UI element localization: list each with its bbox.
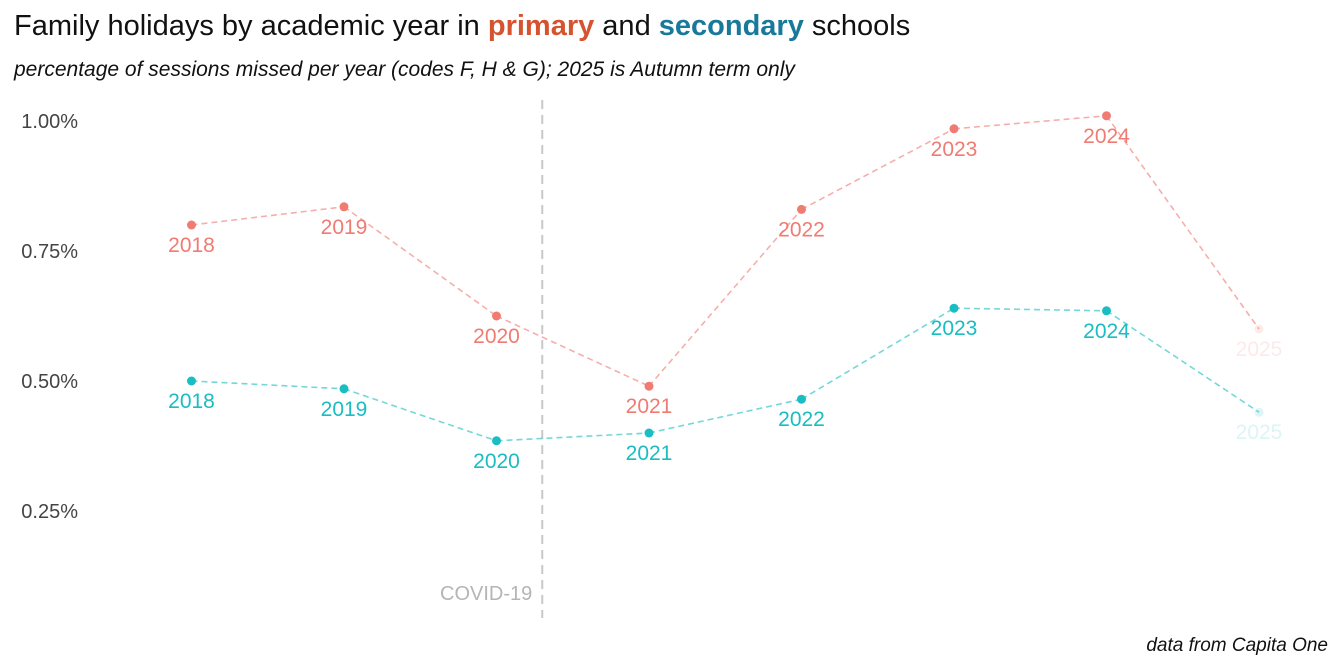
primary-point xyxy=(1254,324,1264,334)
title-middle: and xyxy=(594,10,659,42)
primary-point xyxy=(1102,111,1111,121)
primary-line-segment xyxy=(1105,115,1260,330)
secondary-data-label: 2018 xyxy=(168,390,215,413)
chart-subtitle: percentage of sessions missed per year (… xyxy=(14,58,795,81)
primary-data-label: 2024 xyxy=(1083,125,1130,148)
primary-data-label: 2018 xyxy=(168,234,215,257)
primary-line-segment xyxy=(648,208,803,387)
secondary-point xyxy=(949,303,959,313)
secondary-line-segment xyxy=(343,388,497,442)
y-tick-label: 0.75% xyxy=(21,241,78,263)
secondary-point xyxy=(1254,407,1264,417)
secondary-point xyxy=(339,384,349,394)
primary-data-label: 2021 xyxy=(626,395,673,418)
title-primary: primary xyxy=(487,10,595,42)
title-secondary: secondary xyxy=(658,10,804,42)
secondary-data-label: 2022 xyxy=(778,408,825,431)
secondary-data-label: 2021 xyxy=(626,442,673,465)
title-prefix: Family holidays by academic year in xyxy=(14,10,488,42)
y-tick-label: 0.50% xyxy=(21,371,78,393)
secondary-line-segment xyxy=(191,380,345,390)
secondary-data-label: 2019 xyxy=(321,398,368,421)
primary-point xyxy=(644,381,654,391)
secondary-point xyxy=(187,376,196,386)
primary-data-label: 2023 xyxy=(931,138,978,161)
covid-label: COVID-19 xyxy=(440,583,532,605)
primary-data-label: 2025 xyxy=(1236,338,1283,361)
primary-point xyxy=(492,311,501,321)
secondary-data-label: 2020 xyxy=(473,450,520,473)
primary-point xyxy=(339,202,349,212)
secondary-data-label: 2024 xyxy=(1083,320,1130,343)
y-tick-label: 1.00% xyxy=(21,111,78,133)
secondary-line-segment xyxy=(1106,310,1260,413)
primary-line-segment xyxy=(496,315,650,387)
secondary-line-segment xyxy=(496,432,650,442)
title-suffix: schools xyxy=(803,10,911,42)
y-tick-label: 0.25% xyxy=(21,501,78,523)
primary-data-label: 2022 xyxy=(778,218,825,241)
primary-data-label: 2020 xyxy=(473,325,520,348)
primary-point xyxy=(949,124,959,134)
secondary-point xyxy=(644,428,654,438)
primary-line-segment xyxy=(801,128,955,211)
primary-point xyxy=(797,204,806,214)
primary-line-segment xyxy=(953,115,1107,130)
primary-data-label: 2019 xyxy=(321,216,368,239)
secondary-point xyxy=(797,394,806,404)
primary-point xyxy=(187,220,196,230)
secondary-data-label: 2023 xyxy=(931,317,978,340)
chart-caption: data from Capita One xyxy=(1146,635,1328,656)
chart-title: Family holidays by academic year in prim… xyxy=(14,10,910,43)
secondary-line-segment xyxy=(953,307,1107,312)
primary-line-segment xyxy=(343,206,497,317)
secondary-line-segment xyxy=(648,398,802,434)
primary-line-segment xyxy=(191,206,345,226)
secondary-data-label: 2025 xyxy=(1236,421,1283,444)
secondary-point xyxy=(492,436,501,446)
secondary-point xyxy=(1102,306,1111,316)
